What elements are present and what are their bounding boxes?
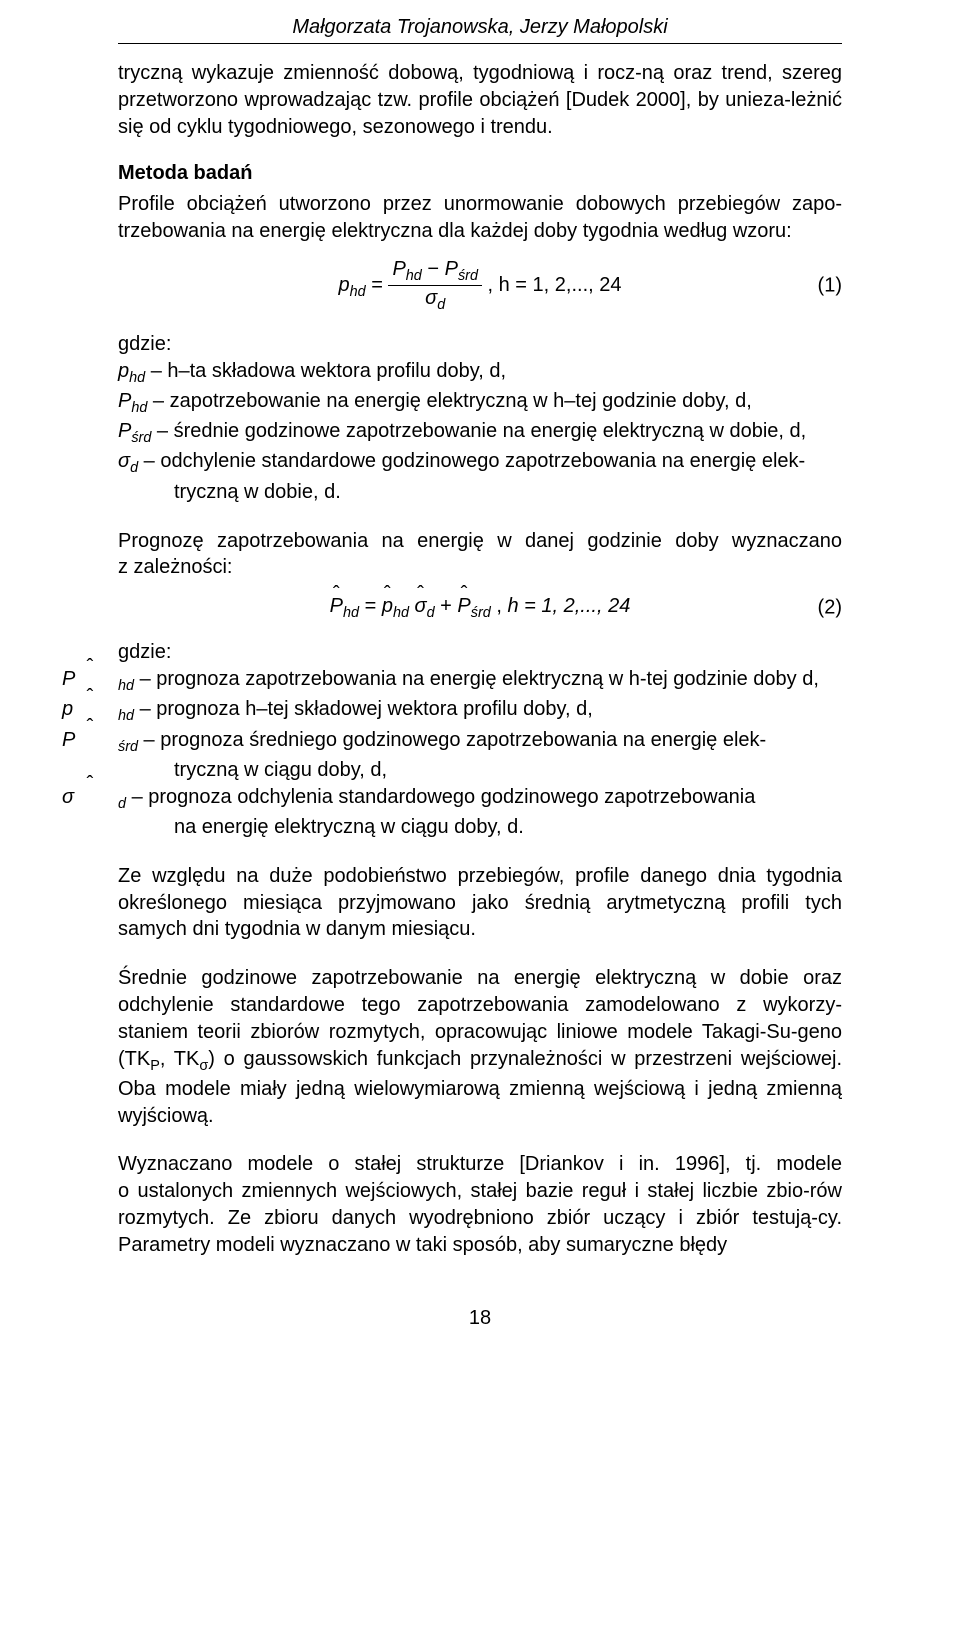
- def2-sigma-text: – prognoza odchylenia standardowego godz…: [126, 786, 755, 808]
- page-title: Małgorzata Trojanowska, Jerzy Małopolski: [118, 16, 842, 39]
- eq1-lhs-p: p: [338, 274, 349, 296]
- eq1-num-minus: −: [427, 258, 444, 280]
- sym-Phat-hd-P: P: [62, 668, 75, 690]
- eq2-sigma-sub: d: [427, 605, 435, 621]
- eq1-den-sub: d: [437, 297, 445, 313]
- paragraph-4: Ze względu na duże podobieństwo przebieg…: [118, 863, 842, 943]
- eq1-num-P1-sub: hd: [406, 268, 422, 284]
- page-number: 18: [118, 1307, 842, 1330]
- eq2-equals: =: [365, 595, 382, 617]
- eq2-p-sub: hd: [393, 605, 409, 621]
- paragraph-5: Średnie godzinowe zapotrzebowanie na ene…: [118, 965, 842, 1129]
- eq1-lhs-sub: hd: [350, 284, 366, 300]
- eq2-Psrd: P: [457, 595, 470, 617]
- def2-Psrd-line1: Pśrd – prognoza średniego godzinowego za…: [118, 727, 842, 757]
- eq2-p: p: [382, 595, 393, 617]
- def2-Psrd-text: – prognoza średniego godzinowego zapotrz…: [138, 729, 766, 751]
- def-Phd: Phd – zapotrzebowanie na energię elektry…: [118, 388, 842, 418]
- definitions-block-2: gdzie: Phd – prognoza zapotrzebowania na…: [118, 639, 842, 841]
- eq2-trail-b: h = 1, 2,..., 24: [507, 595, 630, 617]
- def2-Psrd-line2: tryczną w ciągu doby, d,: [118, 757, 842, 784]
- def2-Phd-text: – prognoza zapotrzebowania na energię el…: [134, 668, 819, 690]
- sym-phat-hd-p: p: [62, 698, 73, 720]
- eq2-P: P: [330, 595, 343, 617]
- eq1-equals: =: [371, 274, 388, 296]
- equation-2-body: Phd = phd σd + Pśrd , h = 1, 2,..., 24: [118, 595, 842, 621]
- eq1-num-P1: P: [392, 258, 405, 280]
- equation-1-number: (1): [818, 274, 842, 297]
- eq2-trail-a: ,: [496, 595, 507, 617]
- page: Małgorzata Trojanowska, Jerzy Małopolski…: [0, 0, 960, 1628]
- def-sigma-line2: tryczną w dobie, d.: [118, 479, 842, 506]
- sym-Phat-srd-sub: śrd: [118, 739, 138, 755]
- method-heading: Metoda badań: [118, 162, 842, 185]
- paragraph-2: Profile obciążeń utworzono przez unormow…: [118, 191, 842, 245]
- eq1-trail: , h = 1, 2,..., 24: [488, 274, 622, 296]
- equation-2: Phd = phd σd + Pśrd , h = 1, 2,..., 24 (…: [118, 595, 842, 621]
- gdzie-label-2: gdzie:: [118, 639, 842, 666]
- def-phd: phd – h–ta składowa wektora profilu doby…: [118, 358, 842, 388]
- paragraph-1: tryczną wykazuje zmienność dobową, tygod…: [118, 60, 842, 140]
- def2-sigma-line2: na energię elektryczną w ciągu doby, d.: [118, 814, 842, 841]
- sym-sigmahat-s: σ: [62, 786, 74, 808]
- paragraph-3: Prognozę zapotrzebowania na energię w da…: [118, 528, 842, 582]
- sym-sigmahat-sub: d: [118, 796, 126, 812]
- def2-phd-text: – prognoza h–tej składowej wektora profi…: [134, 698, 593, 720]
- equation-1-body: phd = Phd − Pśrd σd , h = 1, 2,..., 24: [118, 259, 842, 313]
- eq2-plus: +: [440, 595, 457, 617]
- def2-Phd: Phd – prognoza zapotrzebowania na energi…: [118, 666, 842, 696]
- eq1-num-P2-sub: śrd: [458, 268, 478, 284]
- eq2-P-sub: hd: [343, 605, 359, 621]
- def2-sigma-line1: σd – prognoza odchylenia standardowego g…: [118, 784, 842, 814]
- eq1-fraction: Phd − Pśrd σd: [388, 259, 482, 313]
- eq2-Psrd-sub: śrd: [471, 605, 491, 621]
- definitions-block-1: gdzie: phd – h–ta składowa wektora profi…: [118, 331, 842, 506]
- paragraph-6: Wyznaczano modele o stałej strukturze [D…: [118, 1151, 842, 1258]
- header-rule: [118, 43, 842, 44]
- eq1-num-P2: P: [445, 258, 458, 280]
- eq2-sigma: σ: [415, 595, 427, 617]
- def2-phd: phd – prognoza h–tej składowej wektora p…: [118, 696, 842, 726]
- def-Psrd: Pśrd – średnie godzinowe zapotrzebowanie…: [118, 418, 842, 448]
- gdzie-label-1: gdzie:: [118, 331, 842, 358]
- sym-Phat-hd-sub: hd: [118, 678, 134, 694]
- sym-Phat-srd-P: P: [62, 729, 75, 751]
- equation-1: phd = Phd − Pśrd σd , h = 1, 2,..., 24 (…: [118, 259, 842, 313]
- eq1-den-sigma: σ: [425, 287, 437, 309]
- def-sigma-line1: σd – odchylenie standardowe godzinowego …: [118, 448, 842, 478]
- sym-phat-hd-sub: hd: [118, 708, 134, 724]
- equation-2-number: (2): [818, 597, 842, 620]
